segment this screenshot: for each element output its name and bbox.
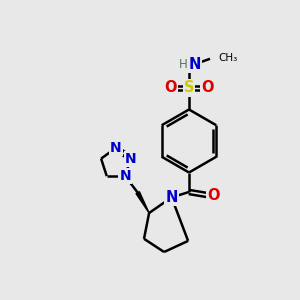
- Text: CH₃: CH₃: [218, 53, 238, 63]
- Polygon shape: [136, 192, 149, 213]
- Text: N: N: [119, 169, 131, 183]
- Text: N: N: [125, 152, 136, 166]
- Text: S: S: [184, 80, 194, 95]
- Text: O: O: [207, 188, 220, 202]
- Text: N: N: [110, 141, 122, 155]
- Text: O: O: [164, 80, 177, 95]
- Text: H: H: [179, 58, 188, 71]
- Text: N: N: [189, 57, 201, 72]
- Text: N: N: [165, 190, 178, 205]
- Text: O: O: [201, 80, 214, 95]
